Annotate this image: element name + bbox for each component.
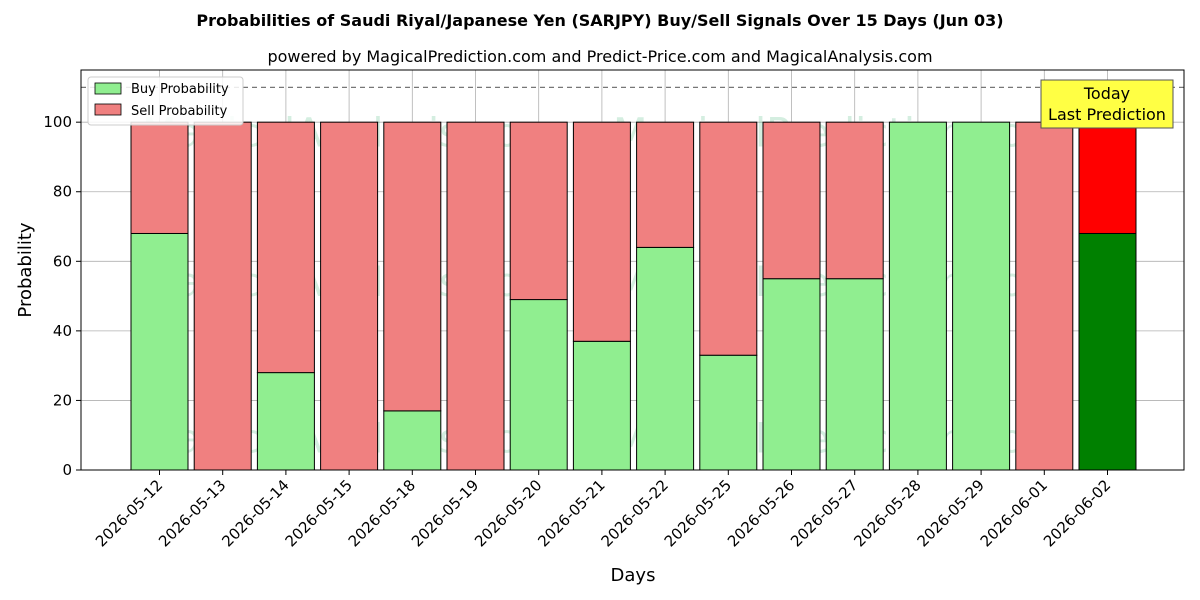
x-tick-label-9: 2026-05-25: [661, 476, 735, 550]
chart-title: Probabilities of Saudi Riyal/Japanese Ye…: [196, 11, 1003, 30]
x-tick-label-2: 2026-05-14: [218, 476, 292, 550]
bar-sell-2026-05-18: [383, 121, 442, 412]
bars: [130, 121, 1137, 471]
bar-sell-2026-05-22: [636, 121, 695, 248]
bar-buy-2026-05-28: [888, 121, 947, 471]
bar-sell-2026-05-20: [509, 121, 568, 301]
y-axis-ticks: 0 20 40 60 80 100: [43, 113, 81, 479]
bar-sell-2026-05-21: [572, 121, 631, 342]
legend-label-buy: Buy Probability: [131, 82, 229, 97]
x-tick-label-15: 2026-06-02: [1040, 476, 1114, 550]
annotation-line-2: Last Prediction: [1048, 105, 1166, 124]
bar-sell-2026-05-12: [130, 121, 189, 234]
x-tick-label-11: 2026-05-27: [787, 476, 861, 550]
x-tick-label-13: 2026-05-29: [914, 476, 988, 550]
x-tick-label-7: 2026-05-21: [534, 476, 608, 550]
x-axis-ticks: 2026-05-122026-05-132026-05-142026-05-15…: [92, 470, 1114, 550]
bar-sell-2026-05-14: [256, 121, 315, 374]
annotation-line-1: Today: [1083, 84, 1130, 103]
bar-sell-2026-05-15: [320, 121, 379, 471]
bar-buy-2026-06-02: [1078, 232, 1137, 471]
bar-sell-2026-05-26: [762, 121, 821, 280]
x-tick-label-10: 2026-05-26: [724, 476, 798, 550]
x-tick-label-1: 2026-05-13: [155, 476, 229, 550]
x-tick-label-5: 2026-05-19: [408, 476, 482, 550]
bar-sell-2026-06-02: [1078, 121, 1137, 234]
bar-buy-2026-05-27: [825, 278, 884, 471]
bar-sell-2026-05-13: [193, 121, 252, 471]
y-tick-label-3: 60: [53, 252, 72, 270]
bar-buy-2026-05-25: [699, 354, 758, 471]
bar-sell-2026-05-27: [825, 121, 884, 280]
annotation-box: [1040, 79, 1174, 129]
bar-buy-2026-05-21: [572, 340, 631, 471]
bar-buy-2026-05-12: [130, 232, 189, 471]
bar-sell-2026-05-25: [699, 121, 758, 356]
x-tick-label-0: 2026-05-12: [92, 476, 166, 550]
legend: Buy Probability Sell Probability: [87, 76, 244, 126]
bar-buy-2026-05-18: [383, 410, 442, 471]
bar-sell-2026-06-01: [1015, 121, 1074, 471]
y-tick-label-5: 100: [43, 113, 72, 131]
x-tick-label-14: 2026-06-01: [977, 476, 1051, 550]
x-tick-label-4: 2026-05-18: [345, 476, 419, 550]
y-tick-label-2: 40: [53, 322, 72, 340]
bar-buy-2026-05-29: [952, 121, 1011, 471]
legend-box: [87, 76, 244, 126]
plot-frame: [80, 69, 1185, 471]
bar-sell-2026-05-19: [446, 121, 505, 471]
x-tick-label-8: 2026-05-22: [598, 476, 672, 550]
x-tick-label-6: 2026-05-20: [471, 476, 545, 550]
legend-swatch-buy: [94, 82, 122, 95]
bar-buy-2026-05-22: [636, 246, 695, 471]
bar-buy-2026-05-14: [256, 372, 315, 471]
x-tick-label-3: 2026-05-15: [282, 476, 356, 550]
legend-swatch-sell: [94, 103, 122, 116]
y-tick-label-4: 80: [53, 183, 72, 201]
x-tick-label-12: 2026-05-28: [850, 476, 924, 550]
chart-subtitle: powered by MagicalPrediction.com and Pre…: [267, 47, 932, 66]
y-tick-label-0: 0: [62, 461, 72, 479]
bar-buy-2026-05-26: [762, 278, 821, 471]
y-tick-label-1: 20: [53, 391, 72, 409]
legend-label-sell: Sell Probability: [131, 104, 228, 119]
today-annotation: Today Last Prediction: [1040, 79, 1174, 129]
bar-buy-2026-05-20: [509, 299, 568, 471]
y-axis-label: Probability: [15, 222, 36, 317]
x-axis-label: Days: [611, 565, 656, 586]
